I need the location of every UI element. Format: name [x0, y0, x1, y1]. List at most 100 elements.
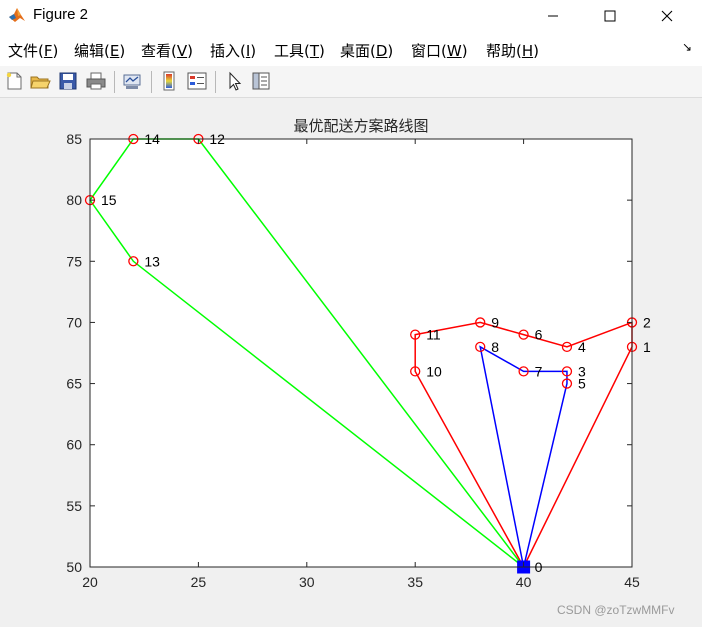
menu-window-tail: ) [461, 42, 468, 60]
point-label-7: 7 [535, 363, 543, 379]
menu-view-mnemonic: V [176, 42, 188, 60]
y-tick-label: 80 [66, 192, 82, 208]
point-label-1: 1 [643, 339, 651, 355]
point-label-11: 11 [426, 327, 441, 343]
property-inspector-icon[interactable] [250, 70, 272, 92]
point-marker-10 [410, 366, 421, 377]
matlab-icon [8, 6, 26, 24]
menu-desktop-tail: ) [387, 42, 394, 60]
route-line-3 [89, 138, 525, 568]
y-tick-label: 85 [66, 131, 82, 147]
point-marker-9 [475, 317, 486, 328]
point-marker-7 [518, 366, 529, 377]
point-marker-3 [561, 366, 573, 377]
menu-desktop-mnemonic: D [375, 42, 388, 60]
minimize-button[interactable] [530, 0, 576, 32]
y-tick-label: 70 [66, 314, 82, 330]
edit-plot-icon[interactable] [223, 70, 245, 92]
insert-legend-icon[interactable] [186, 70, 208, 92]
toolbar-separator [215, 71, 216, 93]
window-title: Figure 2 [33, 6, 89, 23]
menu-tools[interactable]: 工具(T) [274, 40, 325, 61]
route-line-2 [479, 345, 568, 568]
menu-insert-label: 插入( [210, 42, 246, 60]
x-tick-label: 25 [191, 574, 207, 590]
menu-help-tail: ) [533, 42, 539, 60]
x-tick-label: 40 [516, 574, 532, 590]
point-label-6: 6 [535, 327, 543, 343]
x-tick-label: 30 [299, 574, 315, 590]
menu-window-mnemonic: W [446, 42, 462, 60]
y-tick-label: 75 [66, 253, 82, 269]
menu-view-label: 查看( [141, 42, 177, 60]
menu-help-mnemonic: H [521, 42, 534, 60]
y-tick-label: 60 [66, 437, 82, 453]
point-label-10: 10 [426, 363, 442, 379]
point-label-3: 3 [578, 363, 586, 379]
watermark: CSDN @zoTzwMMFv [557, 603, 675, 617]
menu-window[interactable]: 窗口(W) [411, 40, 468, 61]
menu-file[interactable]: 文件(F) [8, 40, 58, 61]
menu-window-label: 窗口( [411, 42, 447, 60]
x-tick-label: 45 [624, 574, 640, 590]
insert-colorbar-icon[interactable] [158, 70, 180, 92]
menu-insert[interactable]: 插入(I) [210, 40, 256, 61]
menu-help[interactable]: 帮助(H) [486, 40, 539, 61]
y-tick-label: 50 [66, 559, 82, 575]
menu-file-mnemonic: F [43, 42, 53, 60]
point-label-5: 5 [578, 376, 586, 392]
point-label-4: 4 [578, 339, 586, 355]
menu-tools-mnemonic: T [309, 42, 320, 60]
toolbar-overflow-arrow[interactable]: ↘ [682, 40, 693, 54]
menu-insert-tail: ) [250, 42, 257, 60]
save-icon[interactable] [57, 70, 79, 92]
print-icon[interactable] [85, 70, 107, 92]
maximize-button[interactable] [587, 0, 633, 32]
menu-file-label: 文件( [8, 42, 44, 60]
minimize-icon [548, 15, 558, 17]
menu-edit-label: 编辑( [74, 42, 110, 60]
y-tick-label: 55 [66, 498, 82, 514]
point-marker-5 [561, 378, 573, 389]
point-label-14: 14 [144, 131, 160, 147]
new-figure-icon[interactable] [3, 70, 25, 92]
point-marker-11 [410, 329, 421, 340]
menu-view-tail: ) [187, 42, 193, 60]
point-label-8: 8 [491, 339, 499, 355]
point-label-13: 13 [144, 253, 160, 269]
toolbar-separator [151, 71, 152, 93]
point-marker-4 [561, 341, 573, 353]
point-label-12: 12 [209, 131, 225, 147]
point-label-9: 9 [491, 314, 499, 330]
x-tick-label: 35 [407, 574, 423, 590]
point-label-0: 0 [535, 559, 543, 575]
y-tick-label: 65 [66, 376, 82, 392]
menu-desktop-label: 桌面( [340, 42, 376, 60]
menu-help-label: 帮助( [486, 42, 522, 60]
menu-edit-tail: ) [119, 42, 126, 60]
close-button[interactable] [644, 0, 690, 32]
link-plot-icon[interactable] [121, 70, 143, 92]
point-marker-8 [475, 341, 486, 353]
point-marker-6 [518, 329, 529, 340]
title-bar: Figure 2 [0, 0, 702, 32]
menu-insert-mnemonic: I [245, 42, 251, 60]
maximize-icon [604, 10, 616, 22]
x-tick-label: 20 [82, 574, 98, 590]
menu-view[interactable]: 查看(V) [141, 40, 193, 61]
chart-title: 最优配送方案路线图 [293, 117, 428, 135]
menu-bar: 文件(F) 编辑(E) 查看(V) 插入(I) 工具(T) 桌面(D) 窗口(W… [0, 32, 702, 66]
menu-edit-mnemonic: E [109, 42, 120, 60]
menu-desktop[interactable]: 桌面(D) [340, 40, 393, 61]
menu-file-tail: ) [52, 42, 59, 60]
menu-edit[interactable]: 编辑(E) [74, 40, 125, 61]
menu-tools-tail: ) [319, 42, 325, 60]
open-file-icon[interactable] [29, 70, 51, 92]
toolbar-separator [114, 71, 115, 93]
point-marker-13 [128, 256, 139, 267]
close-icon [661, 10, 673, 22]
